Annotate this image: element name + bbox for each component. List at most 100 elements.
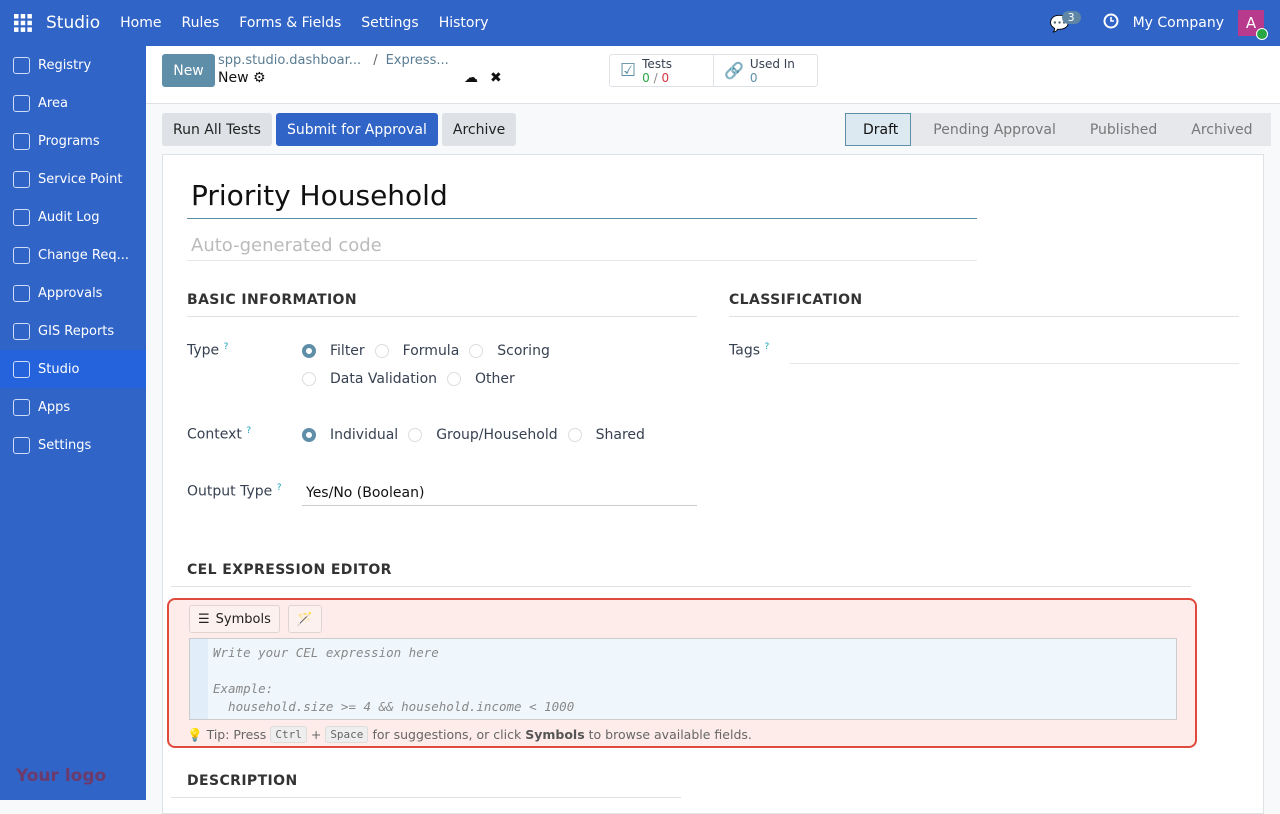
record-name: New (218, 70, 249, 86)
sidebar-item-approvals[interactable]: Approvals (0, 274, 146, 312)
output-type-select[interactable]: Yes/No (Boolean) (302, 485, 697, 506)
discard-icon[interactable]: ✖ (490, 70, 502, 86)
cel-placeholder: Write your CEL expression here Example: … (213, 645, 575, 714)
save-cloud-icon[interactable]: ☁ (464, 70, 478, 86)
gear-icon[interactable]: ⚙ (253, 70, 266, 86)
help-icon[interactable]: ? (246, 426, 252, 436)
menu-forms-fields[interactable]: Forms & Fields (239, 15, 342, 31)
checkbox-icon: ☑ (620, 59, 637, 81)
sidebar-item-registry[interactable]: Registry (0, 46, 146, 84)
sidebar-item-label: Programs (38, 133, 100, 149)
sidebar-item-label: Apps (38, 399, 71, 415)
context-label: Context ? (187, 426, 252, 443)
type-filter-radio[interactable]: Filter (302, 343, 365, 359)
ctrl-key: Ctrl (270, 726, 307, 743)
type-label: Type ? (187, 342, 229, 359)
apps-icon (13, 398, 30, 416)
code-field[interactable]: Auto-generated code (187, 235, 977, 261)
list-icon: ☰ (198, 611, 210, 627)
sidebar-item-audit-log[interactable]: Audit Log (0, 198, 146, 236)
smart-buttons: ☑ Tests 0 / 0 🔗 Used In 0 (609, 54, 818, 87)
context-individual-radio[interactable]: Individual (302, 427, 398, 443)
sidebar: Registry Area Programs Service Point Audit L… (0, 46, 146, 800)
online-status-icon (1256, 28, 1268, 40)
used-in-button[interactable]: 🔗 Used In 0 (713, 55, 817, 86)
magic-wand-icon: 🪄 (296, 611, 314, 627)
sidebar-item-service-point[interactable]: Service Point (0, 160, 146, 198)
help-icon[interactable]: ? (223, 342, 229, 352)
sidebar-item-label: Settings (38, 437, 92, 453)
help-icon[interactable]: ? (276, 483, 282, 493)
control-panel: New spp.studio.dashboar... / Express... Ne… (146, 46, 1280, 104)
sidebar-item-programs[interactable]: Programs (0, 122, 146, 160)
tests-button[interactable]: ☑ Tests 0 / 0 (620, 56, 673, 85)
line-gutter (190, 639, 208, 719)
type-scoring-radio[interactable]: Scoring (469, 343, 550, 359)
registry-icon (13, 56, 30, 74)
company-switcher[interactable]: My Company (1132, 15, 1224, 31)
submit-for-approval-button[interactable]: Submit for Approval (275, 113, 438, 146)
sidebar-item-change-req[interactable]: Change Req... (0, 236, 146, 274)
new-button[interactable]: New (162, 54, 215, 87)
company-logo: Your logo (16, 766, 107, 786)
sidebar-item-label: Area (38, 95, 68, 111)
tags-input[interactable] (790, 341, 1239, 364)
sidebar-item-label: GIS Reports (38, 323, 115, 339)
menu-history[interactable]: History (438, 15, 489, 31)
sidebar-item-apps[interactable]: Apps (0, 388, 146, 426)
basic-information-header: BASIC INFORMATION (187, 292, 697, 317)
lightbulb-icon: 💡 (187, 726, 203, 742)
breadcrumb: spp.studio.dashboar... / Express... (218, 53, 449, 68)
menu-rules[interactable]: Rules (181, 15, 220, 31)
cel-expression-editor: ☰ Symbols 🪄 Write your CEL expression her… (167, 598, 1197, 748)
space-key: Space (325, 726, 369, 743)
run-all-tests-button[interactable]: Run All Tests (162, 113, 272, 146)
context-shared-radio[interactable]: Shared (567, 427, 645, 443)
area-icon (13, 94, 30, 112)
magic-wand-button[interactable]: 🪄 (287, 605, 323, 633)
sidebar-item-settings[interactable]: Settings (0, 426, 146, 464)
sidebar-item-label: Approvals (38, 285, 103, 301)
cel-code-input[interactable]: Write your CEL expression here Example: … (189, 638, 1177, 720)
sidebar-item-label: Change Req... (38, 247, 129, 263)
stage-published[interactable]: Published (1089, 121, 1158, 138)
output-type-label: Output Type ? (187, 483, 282, 500)
stage-pending-approval[interactable]: Pending Approval (933, 121, 1056, 138)
service-point-icon (13, 170, 30, 188)
tests-fail: 0 (661, 70, 670, 85)
tags-label: Tags ? (729, 342, 770, 359)
breadcrumb-studio-dashboard[interactable]: spp.studio.dashboar... (218, 53, 362, 68)
name-field[interactable]: Priority Household (187, 179, 977, 219)
used-in-value: 0 (749, 70, 758, 85)
audit-log-icon (13, 208, 30, 226)
type-data-validation-radio[interactable]: Data Validation (302, 371, 437, 387)
sidebar-item-label: Service Point (38, 171, 123, 187)
app-grid-icon[interactable] (0, 14, 46, 32)
sidebar-item-gis-reports[interactable]: GIS Reports (0, 312, 146, 350)
chat-button[interactable]: 💬 3 (1050, 10, 1089, 33)
editor-tip: 💡 Tip: Press Ctrl + Space for suggestions, or… (187, 726, 752, 743)
clock-icon[interactable] (1103, 13, 1119, 33)
sidebar-item-label: Studio (38, 361, 80, 377)
studio-icon (13, 360, 30, 378)
context-group-household-radio[interactable]: Group/Household (408, 427, 558, 443)
programs-icon (13, 132, 30, 150)
stage-archived[interactable]: Archived (1191, 121, 1253, 138)
archive-button[interactable]: Archive (441, 113, 517, 146)
symbols-button[interactable]: ☰ Symbols (189, 605, 280, 633)
description-header: DESCRIPTION (171, 773, 681, 798)
breadcrumb-expressions[interactable]: Express... (385, 53, 449, 68)
avatar[interactable]: A (1238, 10, 1268, 40)
type-formula-radio[interactable]: Formula (374, 343, 459, 359)
sidebar-item-studio[interactable]: Studio (0, 350, 146, 388)
approvals-icon (13, 284, 30, 302)
type-other-radio[interactable]: Other (447, 371, 515, 387)
app-brand[interactable]: Studio (46, 13, 101, 33)
help-icon[interactable]: ? (764, 342, 770, 352)
cel-editor-header: CEL EXPRESSION EDITOR (171, 562, 1191, 587)
sidebar-item-area[interactable]: Area (0, 84, 146, 122)
sidebar-item-label: Audit Log (38, 209, 100, 225)
stage-draft[interactable]: Draft (845, 113, 912, 146)
menu-settings[interactable]: Settings (361, 15, 419, 31)
menu-home[interactable]: Home (120, 15, 162, 31)
